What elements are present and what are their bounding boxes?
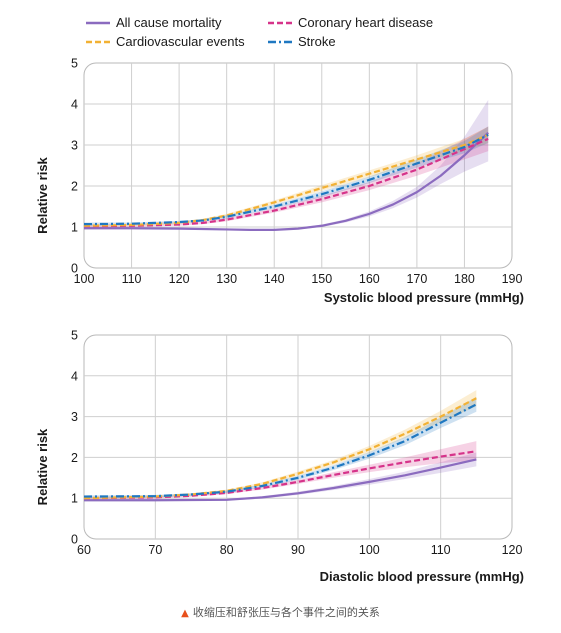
x-tick-label: 110 bbox=[122, 272, 142, 286]
y-tick-label: 2 bbox=[71, 180, 78, 194]
series-line-all-cause-mortality bbox=[84, 458, 477, 502]
legend-label: Cardiovascular events bbox=[116, 34, 245, 49]
legend-item-coronary-heart-disease: Coronary heart disease bbox=[268, 15, 433, 30]
y-tick-label: 0 bbox=[71, 262, 78, 276]
caption-text: 收缩压和舒张压与各个事件之间的关系 bbox=[192, 606, 380, 619]
y-tick-label: 4 bbox=[71, 98, 78, 112]
ci-band-stroke bbox=[84, 397, 477, 498]
plot-frame bbox=[83, 62, 513, 269]
legend: All cause mortality Coronary heart diseas… bbox=[86, 15, 433, 49]
y-tick-label: 0 bbox=[71, 533, 78, 547]
series-line-stroke bbox=[83, 133, 489, 226]
y-tick-label: 1 bbox=[71, 492, 78, 506]
x-axis-title: Systolic blood pressure (mmHg) bbox=[324, 290, 524, 305]
y-axis-title: Relative risk bbox=[35, 428, 50, 505]
systolic-chart-panel: 0 1 2 3 4 5 100 110 120 130 140 150 160 170 180 190 Syst… bbox=[35, 57, 524, 306]
x-tick-label: 80 bbox=[220, 543, 234, 557]
x-tick-label: 100 bbox=[74, 272, 95, 286]
y-tick-label: 5 bbox=[71, 329, 78, 343]
legend-item-cardiovascular-events: Cardiovascular events bbox=[86, 34, 245, 49]
legend-label: All cause mortality bbox=[116, 15, 222, 30]
x-tick-label: 120 bbox=[502, 543, 523, 557]
y-tick-label: 3 bbox=[71, 139, 78, 153]
x-tick-label: 180 bbox=[454, 272, 475, 286]
triangle-icon: ▲ bbox=[181, 608, 189, 619]
x-tick-label: 160 bbox=[359, 272, 380, 286]
y-tick-label: 1 bbox=[71, 221, 78, 235]
x-tick-label: 170 bbox=[406, 272, 427, 286]
x-axis-title: Diastolic blood pressure (mmHg) bbox=[320, 569, 524, 584]
y-tick-label: 3 bbox=[71, 410, 78, 424]
x-tick-label: 130 bbox=[216, 272, 237, 286]
legend-item-stroke: Stroke bbox=[268, 34, 336, 49]
x-tick-label: 90 bbox=[291, 543, 305, 557]
y-tick-label: 5 bbox=[71, 57, 78, 71]
ci-band-cardiovascular-events bbox=[84, 390, 477, 500]
legend-item-all-cause-mortality: All cause mortality bbox=[86, 15, 222, 30]
figure-caption: ▲ 收缩压和舒张压与各个事件之间的关系 bbox=[0, 604, 561, 620]
diastolic-chart-panel: 0 1 2 3 4 5 60 70 80 90 100 110 120 Diastolic blood p… bbox=[35, 329, 524, 585]
x-tick-label: 120 bbox=[169, 272, 190, 286]
x-tick-label: 190 bbox=[502, 272, 523, 286]
x-tick-label: 110 bbox=[431, 543, 451, 557]
x-tick-label: 60 bbox=[77, 543, 91, 557]
y-tick-label: 2 bbox=[71, 451, 78, 465]
x-tick-label: 100 bbox=[359, 543, 380, 557]
legend-label: Stroke bbox=[298, 34, 336, 49]
x-tick-label: 150 bbox=[311, 272, 332, 286]
x-tick-label: 140 bbox=[264, 272, 285, 286]
y-tick-label: 4 bbox=[71, 369, 78, 383]
legend-label: Coronary heart disease bbox=[298, 15, 433, 30]
y-axis-title: Relative risk bbox=[35, 156, 50, 233]
x-tick-label: 70 bbox=[148, 543, 162, 557]
